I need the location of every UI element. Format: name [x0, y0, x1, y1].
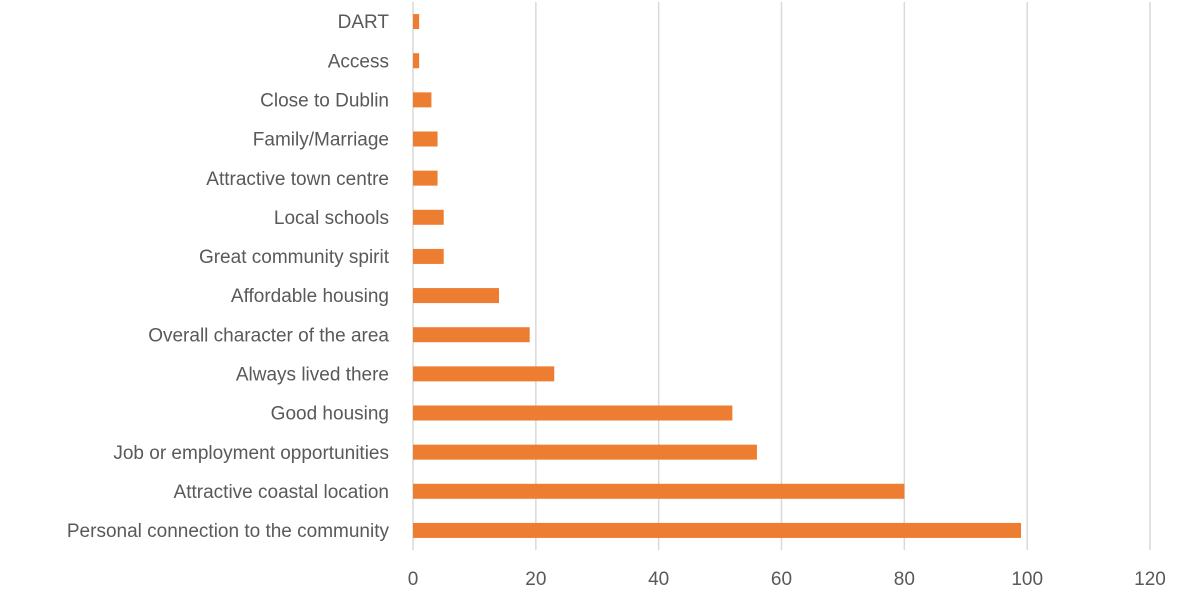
bar	[413, 288, 499, 304]
category-label: Family/Marriage	[253, 130, 389, 151]
bar	[413, 483, 905, 499]
category-label: Close to Dublin	[260, 91, 389, 112]
bar	[413, 53, 420, 69]
bar	[413, 405, 733, 421]
category-label: Attractive coastal location	[174, 482, 389, 503]
category-label: Personal connection to the community	[67, 521, 390, 542]
category-label: DART	[338, 12, 390, 33]
bar	[413, 366, 555, 382]
bar	[413, 209, 444, 225]
bar	[413, 170, 438, 186]
category-label: Overall character of the area	[148, 325, 389, 346]
category-label: Local schools	[274, 208, 389, 229]
category-label: Job or employment opportunities	[113, 443, 389, 464]
x-tick-label: 120	[1134, 569, 1166, 590]
bar	[413, 327, 530, 343]
x-tick-label: 60	[771, 569, 792, 590]
category-label: Affordable housing	[231, 286, 389, 307]
bar	[413, 92, 432, 108]
x-tick-label: 0	[408, 569, 419, 590]
bars	[413, 14, 1022, 538]
category-label: Good housing	[271, 404, 389, 425]
x-tick-label: 20	[525, 569, 546, 590]
bar	[413, 444, 757, 460]
bar	[413, 131, 438, 147]
x-tick-label: 100	[1011, 569, 1043, 590]
category-label: Access	[328, 51, 389, 72]
category-labels: Personal connection to the community Attr…	[67, 12, 390, 542]
x-tick-label: 40	[648, 569, 669, 590]
category-label: Great community spirit	[199, 247, 390, 268]
x-tick-labels: 0 20 40 60 80 100 120	[408, 569, 1166, 590]
bar	[413, 522, 1022, 538]
gridlines	[412, 2, 1151, 550]
category-label: Attractive town centre	[206, 169, 389, 190]
category-label: Always lived there	[236, 365, 389, 386]
x-tick-label: 80	[894, 569, 915, 590]
bar	[413, 248, 444, 264]
bar	[413, 14, 420, 30]
